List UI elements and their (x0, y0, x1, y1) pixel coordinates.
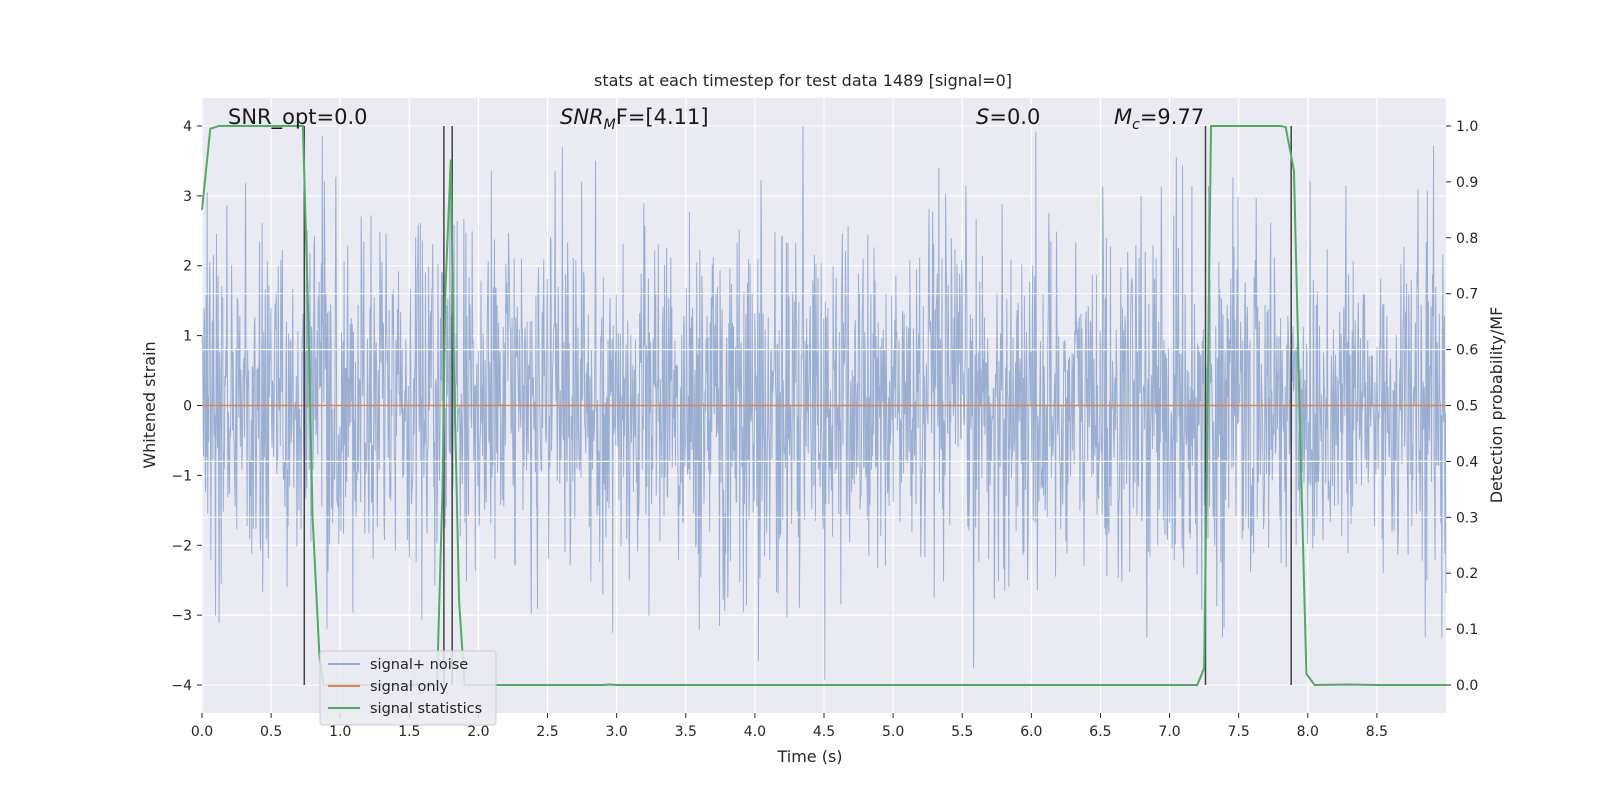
signal-statistics-series (201, 124, 1446, 687)
y2-axis-label: Detection probability/MF (1487, 307, 1506, 504)
legend-label-signal-only: signal only (370, 679, 449, 695)
x-tick-label: 6.0 (1020, 724, 1042, 740)
y-axis-label: Whitened strain (140, 341, 159, 468)
x-axis-label: Time (s) (776, 747, 842, 766)
x-tick-label: 3.5 (675, 724, 697, 740)
snr-mf-annotation: SNRMF=[4.11] (560, 105, 709, 133)
s-annotation: S=0.0 (976, 105, 1040, 129)
snr-opt-annotation: SNR_opt=0.0 (228, 105, 368, 130)
x-tick-label: 3.0 (606, 724, 628, 740)
x-tick-label: 7.0 (1158, 724, 1180, 740)
signal-noise-series (201, 125, 1447, 680)
y-tick-label: 2 (183, 259, 192, 275)
signal-statistics-line (201, 124, 1446, 687)
y-tick-label: 1 (183, 329, 192, 345)
legend-label-signal-statistics: signal statistics (370, 701, 482, 717)
y-tick-label: 0 (183, 399, 192, 415)
legend-label-signal-noise: signal+ noise (370, 657, 468, 673)
x-tick-label: 2.5 (536, 724, 558, 740)
mc-subscript: c (1132, 117, 1140, 133)
chart-title: stats at each timestep for test data 148… (594, 71, 1012, 90)
y-tick-label: 4 (183, 119, 192, 135)
x-tick-label: 4.5 (813, 724, 835, 740)
y2-tick-label: 0.2 (1456, 566, 1478, 582)
y-tick-label: −2 (171, 538, 192, 554)
x-tick-label: 7.5 (1228, 724, 1250, 740)
legend: signal+ noise signal only signal statist… (319, 650, 497, 726)
legend-box (319, 650, 497, 726)
x-tick-label: 5.5 (951, 724, 973, 740)
mc-variable: M (1114, 105, 1132, 129)
y2-tick-label: 0.8 (1456, 231, 1478, 247)
x-tick-label: 2.0 (467, 724, 489, 740)
y2-tick-label: 1.0 (1456, 119, 1478, 135)
x-tick-label: 4.0 (744, 724, 766, 740)
x-tick-label: 0.5 (260, 724, 282, 740)
y2-tick-label: 0.6 (1456, 343, 1478, 359)
y2-tick-label: 0.5 (1456, 399, 1478, 415)
y2-tick-label: 0.7 (1456, 287, 1478, 303)
mc-annotation: Mc=9.77 (1114, 105, 1204, 133)
snr-mf-prefix: SNR (560, 105, 604, 129)
axes: 0.0 0.5 1.0 1.5 2.0 2.5 3.0 3.5 4.0 4.5 5.0 5.5 6.0 6… (171, 119, 1478, 740)
y2-tick-label: 0.9 (1456, 175, 1478, 191)
y2-tick-label: 0.1 (1456, 622, 1478, 638)
x-tick-label: 5.0 (882, 724, 904, 740)
y-tick-label: 3 (183, 189, 192, 205)
x-tick-label: 6.5 (1089, 724, 1111, 740)
x-tick-label: 0.0 (191, 724, 213, 740)
y2-tick-label: 0.3 (1456, 510, 1478, 526)
s-variable: S (976, 105, 989, 129)
y2-tick-label: 0.4 (1456, 454, 1478, 470)
snr-mf-suffix: F=[4.11] (616, 105, 709, 129)
s-value: =0.0 (989, 105, 1040, 129)
x-tick-label: 1.0 (329, 724, 351, 740)
signal-noise-line (201, 125, 1447, 680)
x-tick-label: 1.5 (398, 724, 420, 740)
mc-value: =9.77 (1140, 105, 1204, 129)
x-tick-label: 8.0 (1297, 724, 1319, 740)
y-tick-label: −3 (171, 608, 192, 624)
x-tick-label: 8.5 (1366, 724, 1388, 740)
y2-tick-label: 0.0 (1456, 678, 1478, 694)
reference-lines (202, 293, 1446, 518)
snr-mf-subscript: M (604, 117, 616, 133)
y-tick-label: −1 (171, 468, 192, 484)
y-tick-label: −4 (171, 678, 192, 694)
